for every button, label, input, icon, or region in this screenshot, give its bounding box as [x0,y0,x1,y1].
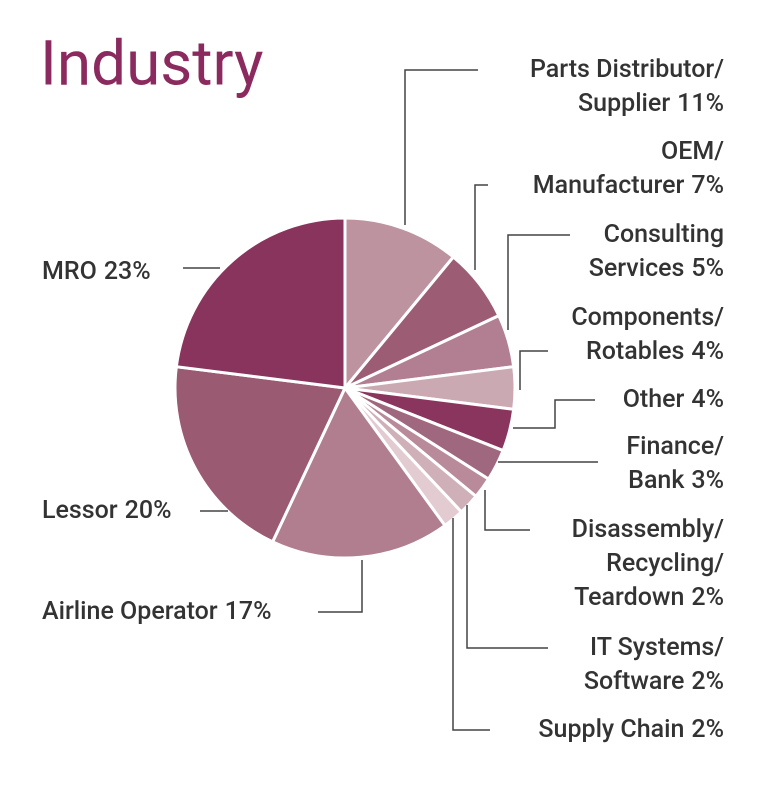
leader-line [318,560,363,613]
pie-slice [173,365,348,544]
label-line: Supplier 11% [578,89,724,118]
label-line: Software 2% [584,667,724,696]
category-label: Supplier [578,89,670,118]
label-line: Teardown 2% [574,583,724,612]
category-label: MRO [42,257,97,286]
label-line: Components/ [571,303,724,332]
category-label: Parts Distributor/ [530,55,724,84]
slice-label: MRO 23% [42,257,151,286]
category-label: Consulting [604,220,724,249]
slice-label: Consulting Services 5% [589,220,724,283]
leader-line [452,518,490,731]
category-label: Teardown [574,583,684,612]
category-label: Manufacturer [533,171,685,200]
category-label: Rotables [586,337,684,366]
value-label: 11% [677,89,724,118]
label-line: Airline Operator 17% [42,597,271,626]
leader-line [484,490,530,531]
value-label: 23% [104,257,151,286]
slice-label: Other 4% [623,385,724,414]
value-label: 5% [691,254,724,283]
leader-line [404,69,478,225]
value-label: 4% [691,337,724,366]
leader-line [507,234,570,330]
label-line: IT Systems/ [590,633,724,662]
value-label: 2% [691,667,724,696]
category-label: Finance/ [626,432,724,461]
value-label: 2% [691,715,724,744]
category-label: Other [623,385,685,414]
slice-label: Components/Rotables 4% [571,303,724,366]
category-label: OEM/ [661,137,724,166]
label-line: Other 4% [623,385,724,414]
pie-slice [343,216,456,393]
category-label: Components/ [571,303,724,332]
slice-label: Airline Operator 17% [42,597,271,626]
label-line: Manufacturer 7% [533,171,724,200]
category-label: Bank [628,466,685,495]
pie-slice [174,216,347,390]
value-label: 7% [691,171,724,200]
label-line: Recycling/ [606,549,724,578]
leader-line [474,184,488,270]
slice-label: Disassembly/Recycling/Teardown 2% [572,515,725,612]
chart-title: Industry [40,27,263,100]
label-line: MRO 23% [42,257,151,286]
label-line: Bank 3% [628,466,724,495]
category-label: Disassembly/ [572,515,725,544]
label-line: Supply Chain 2% [538,715,724,744]
slice-label: OEM/Manufacturer 7% [533,137,724,200]
slice-label: Supply Chain 2% [538,715,724,744]
category-label: IT Systems/ [590,633,724,662]
label-line: OEM/ [661,137,724,166]
label-line: Services 5% [589,254,724,283]
value-label: 4% [691,385,724,414]
category-label: Supply Chain [538,715,684,744]
leader-line [466,505,548,649]
value-label: 3% [691,466,724,495]
slice-label: Parts Distributor/Supplier 11% [530,55,724,118]
value-label: 2% [691,583,724,612]
label-line: Finance/ [626,432,724,461]
label-line: Disassembly/ [572,515,725,544]
slice-label: IT Systems/Software 2% [584,633,724,696]
label-line: Consulting [604,220,724,249]
leader-line [519,350,548,390]
value-label: 17% [225,597,272,626]
category-label: Lessor [42,496,118,525]
slice-label: Lessor 20% [42,496,171,525]
pie-slice [270,385,448,560]
category-label: Software [584,667,685,696]
label-line: Lessor 20% [42,496,171,525]
category-label: Services [589,254,685,283]
value-label: 20% [125,496,172,525]
slice-label: Finance/Bank 3% [626,432,724,495]
category-label: Recycling/ [606,549,724,578]
label-line: Rotables 4% [586,337,724,366]
label-line: Parts Distributor/ [530,55,724,84]
leader-line [513,399,595,429]
category-label: Airline Operator [42,597,218,626]
